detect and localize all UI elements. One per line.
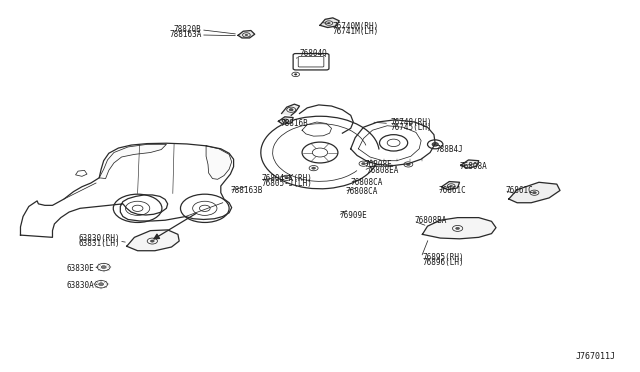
Circle shape — [450, 185, 452, 187]
Circle shape — [532, 192, 536, 194]
Text: 76896(LH): 76896(LH) — [422, 258, 464, 267]
Circle shape — [328, 22, 330, 24]
Circle shape — [284, 120, 287, 122]
Text: 788B4J: 788B4J — [435, 145, 463, 154]
Text: 76745(LH): 76745(LH) — [390, 123, 432, 132]
Text: 76748(RH): 76748(RH) — [390, 118, 432, 126]
Circle shape — [432, 142, 438, 146]
Circle shape — [285, 177, 289, 179]
Text: 76805-J(LH): 76805-J(LH) — [261, 179, 312, 188]
Circle shape — [294, 74, 297, 75]
Polygon shape — [282, 104, 300, 115]
Text: 76808CA: 76808CA — [346, 187, 378, 196]
Polygon shape — [206, 146, 232, 179]
Text: 76909E: 76909E — [339, 211, 367, 220]
Text: 76808A: 76808A — [460, 162, 487, 171]
Text: 76808BA: 76808BA — [415, 217, 447, 225]
Text: 76804Q: 76804Q — [300, 49, 327, 58]
Circle shape — [456, 227, 460, 230]
Polygon shape — [320, 18, 339, 28]
Text: J767011J: J767011J — [576, 352, 616, 361]
Circle shape — [99, 283, 104, 286]
Text: 76861C: 76861C — [438, 186, 466, 195]
Text: 76804-K(RH): 76804-K(RH) — [261, 174, 312, 183]
Text: 76808E: 76808E — [365, 160, 392, 169]
Polygon shape — [127, 230, 179, 251]
Text: 63830(RH): 63830(RH) — [79, 234, 120, 243]
Text: 78816B: 78816B — [280, 119, 308, 128]
Text: 63830A: 63830A — [67, 281, 95, 290]
Text: 76741M(LH): 76741M(LH) — [333, 27, 379, 36]
Circle shape — [406, 163, 410, 166]
Circle shape — [150, 240, 154, 242]
Text: 76740M(RH): 76740M(RH) — [333, 22, 379, 31]
Text: 63830E: 63830E — [67, 264, 95, 273]
Polygon shape — [238, 31, 255, 38]
Text: 76808CA: 76808CA — [351, 178, 383, 187]
Polygon shape — [509, 182, 560, 203]
Polygon shape — [278, 117, 293, 124]
Text: 76808EA: 76808EA — [366, 166, 399, 175]
Text: 76861C: 76861C — [506, 186, 533, 195]
Circle shape — [289, 109, 293, 111]
Polygon shape — [442, 182, 460, 190]
Polygon shape — [461, 160, 479, 168]
Text: 76895(RH): 76895(RH) — [422, 253, 464, 262]
Circle shape — [362, 163, 365, 165]
Circle shape — [312, 167, 316, 169]
Text: 788163B: 788163B — [230, 186, 263, 195]
Polygon shape — [99, 144, 166, 179]
Circle shape — [101, 266, 106, 269]
Polygon shape — [422, 218, 496, 239]
Text: 788163A: 788163A — [169, 31, 202, 39]
Circle shape — [245, 34, 248, 36]
Text: 63831(LH): 63831(LH) — [79, 239, 120, 248]
Text: 78820B: 78820B — [174, 25, 202, 34]
